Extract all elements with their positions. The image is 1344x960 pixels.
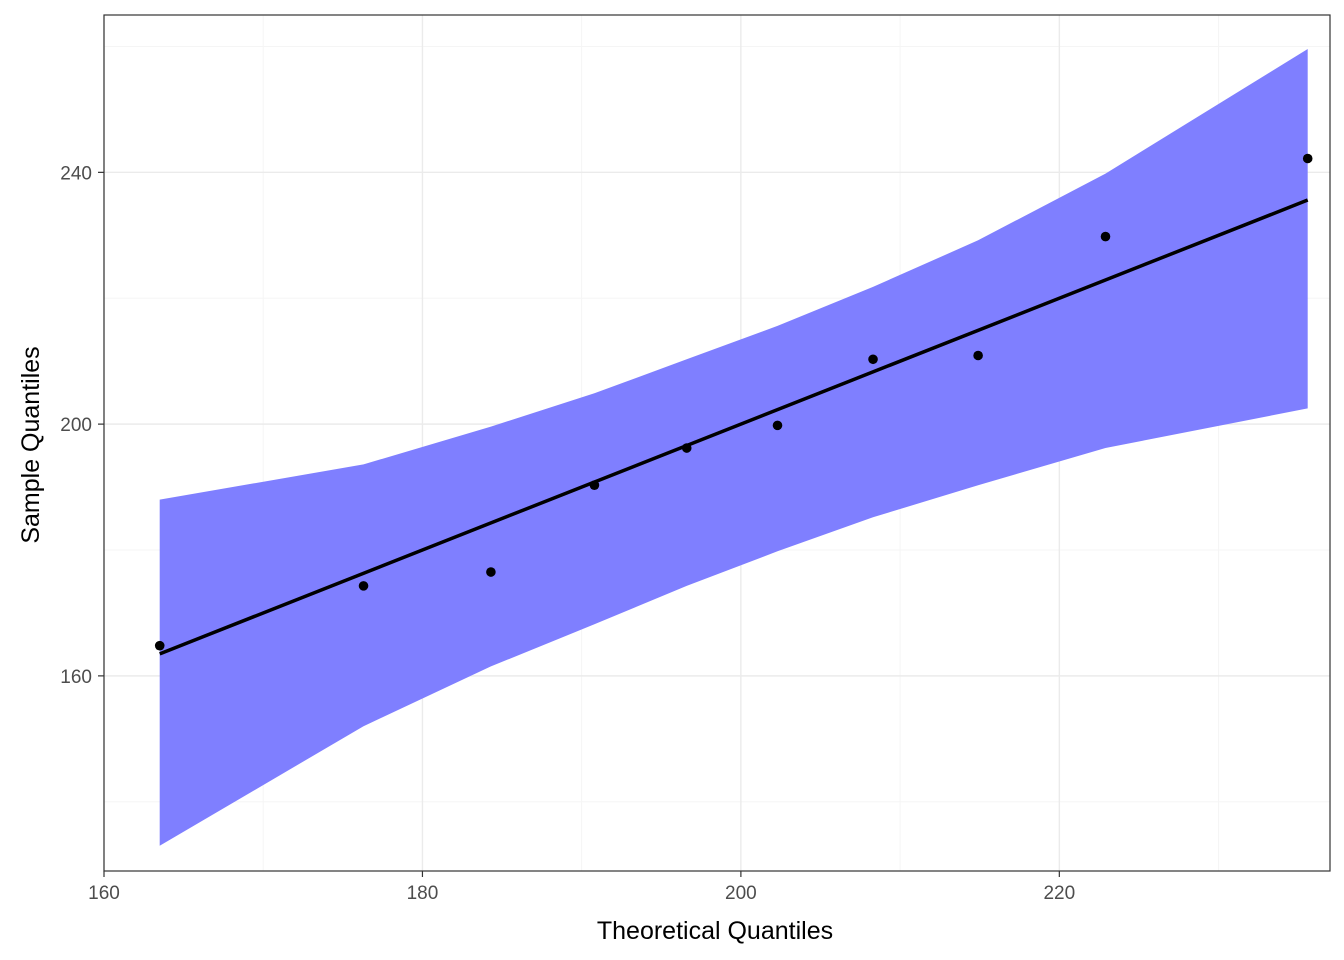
data-point (589, 480, 600, 490)
data-point (868, 354, 878, 365)
y-tick-label: 160 (60, 667, 92, 688)
x-axis-title: Theoretical Quantiles (597, 917, 833, 945)
data-point (681, 443, 692, 453)
data-point (358, 581, 369, 591)
data-points (154, 153, 1313, 651)
data-point (772, 420, 783, 431)
data-point (973, 350, 983, 361)
confidence-band (159, 49, 1308, 846)
data-point (1100, 231, 1111, 242)
y-axis-title: Sample Quantiles (17, 346, 45, 543)
x-tick-label: 160 (88, 883, 120, 904)
x-tick-label: 220 (1043, 883, 1075, 904)
data-point (154, 640, 165, 651)
reference-line (159, 198, 1309, 656)
y-axis-ticks: 160 200 240 (60, 163, 104, 688)
x-tick-label: 200 (725, 883, 757, 904)
x-tick-label: 180 (407, 883, 439, 904)
data-point (486, 567, 496, 577)
data-point (1302, 153, 1313, 164)
y-tick-label: 200 (60, 415, 92, 436)
panel-border (103, 14, 1331, 872)
y-tick-label: 240 (60, 163, 92, 184)
x-axis-ticks: 160 180 200 220 (88, 871, 1075, 904)
